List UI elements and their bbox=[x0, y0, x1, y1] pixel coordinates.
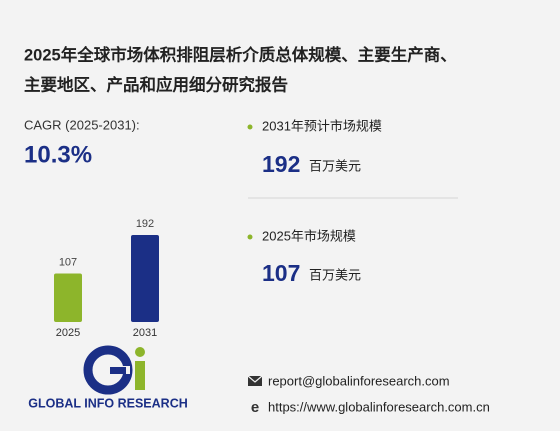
title-line: 2025年全球市场体积排阻层析介质总体规模、主要生产商、 bbox=[24, 44, 457, 64]
stat-unit: 百万美元 bbox=[309, 267, 361, 282]
bar bbox=[131, 235, 159, 322]
email-icon-flap bbox=[247, 375, 263, 383]
logo-text: GLOBAL INFO RESEARCH bbox=[28, 396, 188, 410]
category-label: 2031 bbox=[133, 327, 157, 339]
cagr-label: CAGR (2025-2031): bbox=[24, 117, 140, 132]
cagr-value: 10.3% bbox=[24, 141, 92, 168]
web-icon: e bbox=[251, 399, 259, 416]
stat-label: 2025年市场规模 bbox=[262, 228, 356, 243]
logo bbox=[83, 345, 145, 395]
category-label: 2025 bbox=[56, 327, 80, 339]
value-label: 107 bbox=[59, 256, 77, 268]
logo-i bbox=[135, 361, 145, 390]
stat-label: 2031年预计市场规模 bbox=[262, 118, 382, 133]
bar bbox=[54, 273, 82, 322]
logo-dot bbox=[135, 347, 145, 357]
stat-unit: 百万美元 bbox=[309, 158, 361, 173]
logo-bar bbox=[110, 367, 126, 374]
bullet bbox=[247, 124, 253, 130]
stat-value: 192 bbox=[262, 151, 300, 177]
value-label: 192 bbox=[136, 218, 154, 230]
email-icon bbox=[248, 376, 262, 386]
bullet bbox=[247, 234, 253, 240]
website[interactable]: https://www.globalinforesearch.com.cn bbox=[268, 399, 490, 414]
email[interactable]: report@globalinforesearch.com bbox=[268, 373, 450, 388]
stat-value: 107 bbox=[262, 260, 300, 286]
title-line: 主要地区、产品和应用细分研究报告 bbox=[24, 74, 288, 94]
